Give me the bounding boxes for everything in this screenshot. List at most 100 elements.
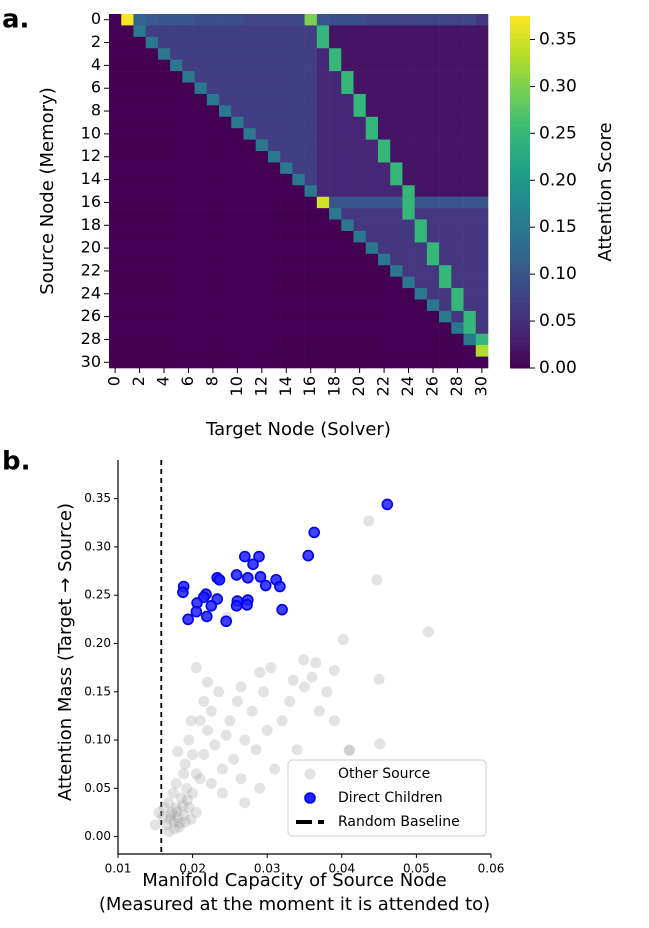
heatmap-cell [133, 71, 146, 83]
heatmap-cell [341, 151, 354, 163]
heatmap-cell [267, 185, 281, 198]
heatmap-cell [463, 25, 477, 38]
heatmap-cell [133, 128, 146, 140]
scatter-point [202, 724, 214, 736]
heatmap-cell [365, 71, 379, 83]
heatmap-cell [121, 14, 134, 26]
heatmap-cell [292, 162, 305, 175]
heatmap-cell [133, 345, 146, 357]
heatmap-cell [292, 36, 305, 49]
scatter-point [187, 787, 199, 799]
colorbar-segment [510, 214, 530, 219]
heatmap-cell [109, 25, 122, 38]
colorbar-segment [510, 170, 530, 175]
colorbar-segment [510, 86, 530, 92]
heatmap-cell [304, 93, 318, 106]
heatmap-cell [133, 25, 146, 38]
heatmap-cell [353, 230, 367, 243]
colorbar-segment [510, 165, 530, 171]
heatmap-cell [170, 345, 183, 357]
heatmap-cell [475, 173, 489, 186]
heatmap-cell [463, 196, 477, 209]
heatmap-cell [206, 345, 220, 357]
heatmap-cell [182, 128, 195, 140]
heatmap-cell [182, 93, 195, 106]
heatmap-cell [219, 196, 232, 209]
heatmap-cell [292, 322, 305, 335]
heatmap-cell [402, 276, 415, 289]
scatter-point [175, 792, 187, 804]
heatmap-cell [316, 322, 330, 335]
heatmap-cell [121, 151, 134, 163]
heatmap-cell [194, 105, 208, 118]
heatmap-cell [206, 230, 220, 243]
scatter-point [179, 758, 191, 770]
heatmap-cell [182, 322, 195, 335]
heatmap-cell [377, 333, 391, 346]
heatmap-cell [475, 276, 489, 289]
heatmap-cell [377, 185, 391, 198]
heatmap-cell [475, 25, 489, 38]
legend-marker [304, 792, 316, 804]
heatmap-cell [365, 253, 379, 266]
legend-label: Direct Children [338, 790, 443, 806]
heatmap-cell [170, 299, 183, 312]
heatmap-cell [426, 116, 440, 129]
heatmap-cell [316, 36, 330, 49]
heatmap-cell [377, 322, 391, 335]
heatmap-cell [133, 82, 146, 95]
heatmap-cell [231, 151, 244, 163]
colorbar-segment [510, 209, 530, 215]
scatter-point [250, 744, 262, 756]
heatmap-cell [439, 345, 452, 357]
heatmap-cell [231, 265, 244, 277]
heatmap-cell [109, 208, 122, 220]
heatmap-cell [426, 345, 440, 357]
heatmap-cell [243, 333, 257, 346]
scatter-point [337, 634, 349, 646]
heatmap-cell [194, 288, 208, 300]
heatmap-cell [170, 82, 183, 95]
heatmap-cell [377, 288, 391, 300]
heatmap-cell [316, 196, 330, 209]
scatter-point [220, 729, 232, 741]
heatmap-cell [365, 139, 379, 152]
heatmap-cell [475, 185, 489, 198]
heatmap-cell [341, 253, 354, 266]
colorbar-segment [510, 183, 530, 189]
heatmap-cell [353, 276, 367, 289]
scatter-point [185, 813, 197, 825]
heatmap-cell [341, 82, 354, 95]
heatmap-cell [463, 265, 477, 277]
heatmap-cell [402, 59, 415, 72]
heatmap-cell [475, 288, 489, 300]
heatmap-cell [414, 333, 428, 346]
heatmap-cell [243, 242, 257, 255]
scatter-point [230, 569, 243, 581]
colorbar-segment [510, 33, 530, 39]
heatmap-cell [280, 265, 293, 277]
heatmap-cell [414, 71, 428, 83]
heatmap-cell [475, 93, 489, 106]
y-tick-label: 0.30 [84, 539, 111, 553]
heatmap-cell [341, 230, 354, 243]
colorbar-segment [510, 249, 530, 255]
heatmap-cell [377, 196, 391, 209]
heatmap-cell [304, 14, 318, 26]
heatmap-cell [280, 196, 293, 209]
heatmap-cell [243, 14, 257, 26]
heatmap-cell [182, 82, 195, 95]
heatmap-cell [267, 208, 281, 220]
heatmap-cell [267, 242, 281, 255]
heatmap-cell [439, 196, 452, 209]
heatmap-cell [243, 253, 257, 266]
y-tick-label: 26 [81, 306, 101, 325]
heatmap-cell [267, 230, 281, 243]
scatter-point [174, 817, 186, 829]
colorbar-segment [510, 324, 530, 329]
colorbar-segment [510, 275, 530, 281]
scatter-point [253, 550, 265, 563]
heatmap-cell [255, 173, 269, 186]
heatmap-cell [402, 82, 415, 95]
heatmap-cell [353, 151, 367, 163]
